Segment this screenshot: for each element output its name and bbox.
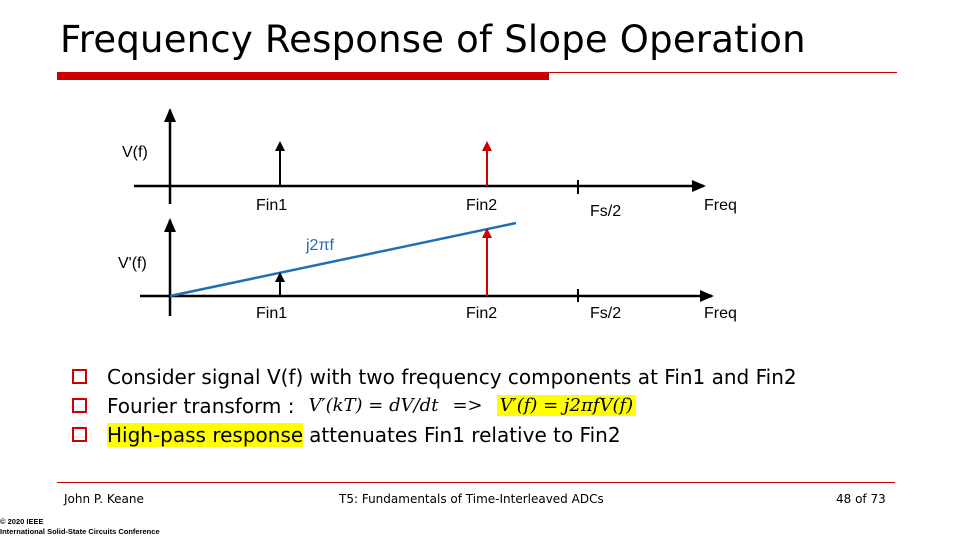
bullet-item: Fourier transform : V′(kT) = dV/dt => V′… — [72, 391, 797, 420]
top-tick-fin1: Fin1 — [256, 197, 287, 214]
copyright-line-1: © 2020 IEEE — [0, 517, 44, 526]
bottom-tick-fin1: Fin1 — [256, 305, 287, 322]
bullet-square-icon — [72, 369, 87, 384]
bullet-text: attenuates Fin1 relative to Fin2 — [309, 422, 621, 447]
bullet-square-icon — [72, 427, 87, 442]
highpass-highlight: High-pass response — [107, 422, 304, 447]
bullet-list: Consider signal V(f) with two frequency … — [72, 362, 797, 449]
bottom-y-label: V'(f) — [118, 255, 147, 272]
bullet-item: High-pass response attenuates Fin1 relat… — [72, 420, 797, 449]
top-x-label: Freq — [704, 197, 737, 214]
bottom-tick-fs2: Fs/2 — [590, 305, 621, 322]
bottom-line-label: j2πf — [305, 237, 334, 254]
equation-derivative: V′(kT) = dV/dt — [308, 395, 439, 416]
slide-title: Frequency Response of Slope Operation — [60, 18, 806, 61]
frequency-diagram: V(f) Freq Fin1 Fin2 Fs/2 V'(f) j2πf Freq… — [118, 108, 737, 322]
bullet-item: Consider signal V(f) with two frequency … — [72, 362, 797, 391]
bullet-square-icon — [72, 398, 87, 413]
top-plot: V(f) Freq Fin1 Fin2 Fs/2 — [122, 108, 737, 220]
footer-page-number: 48 of 73 — [836, 492, 886, 506]
top-y-label: V(f) — [122, 144, 148, 161]
top-tick-fin2: Fin2 — [466, 197, 497, 214]
top-tick-fs2: Fs/2 — [590, 203, 621, 220]
copyright-line-2: International Solid-State Circuits Confe… — [0, 527, 160, 536]
footer-rule — [57, 482, 895, 483]
footer-author: John P. Keane — [64, 492, 144, 506]
equation-arrow: => — [452, 395, 483, 416]
bottom-tick-fin2: Fin2 — [466, 305, 497, 322]
title-underline-bar — [57, 72, 549, 80]
bullet-text: Fourier transform : — [107, 393, 295, 418]
bottom-x-label: Freq — [704, 305, 737, 322]
title-underline-rule — [57, 72, 897, 73]
bullet-text: Consider signal V(f) with two frequency … — [107, 364, 797, 389]
bottom-plot: V'(f) j2πf Freq Fin1 Fin2 Fs/2 — [118, 218, 737, 322]
footer-course: T5: Fundamentals of Time-Interleaved ADC… — [339, 492, 604, 506]
bottom-slope-line — [169, 221, 517, 298]
equation-result-highlight: V′(f) = j2πfV(f) — [496, 395, 637, 416]
